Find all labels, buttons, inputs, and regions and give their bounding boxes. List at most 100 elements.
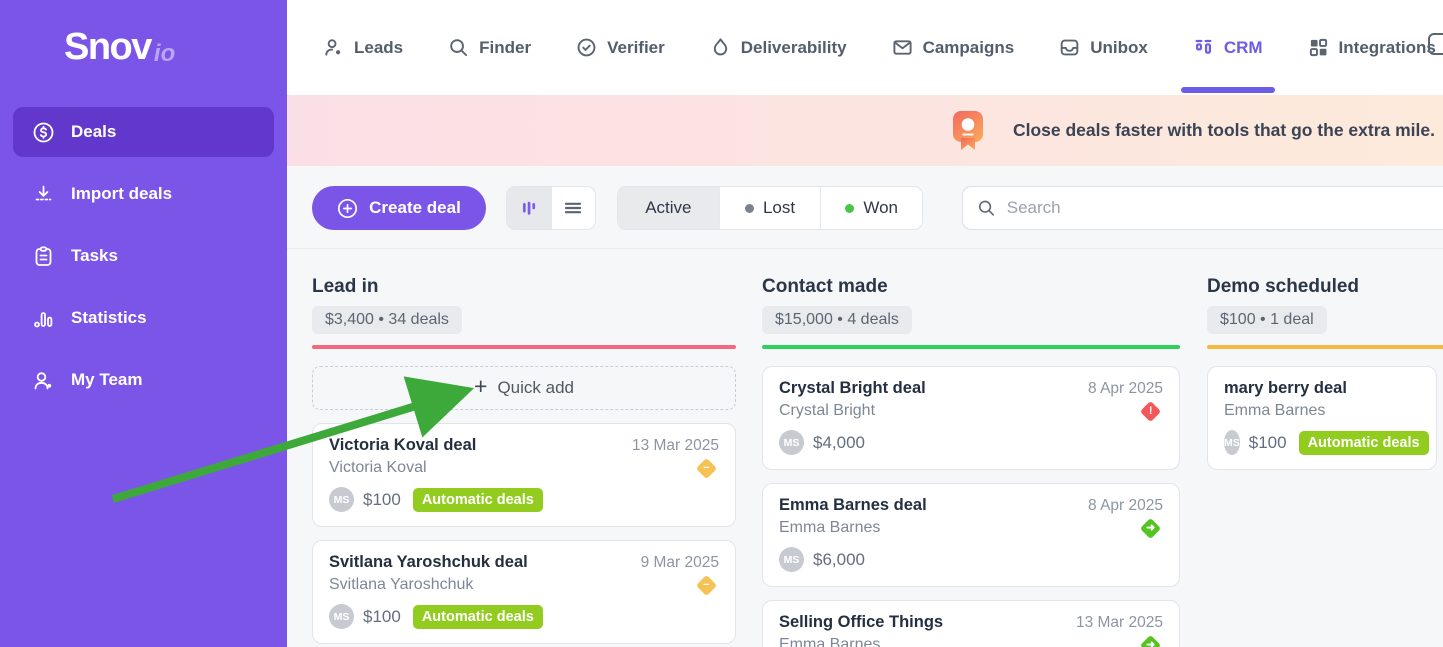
filter-label: Lost (762, 198, 796, 217)
nav-item-leads[interactable]: Leads (323, 0, 403, 95)
nav-item-crm[interactable]: CRM (1180, 0, 1275, 95)
deal-contact: Victoria Koval (329, 459, 427, 476)
column-color-bar (1207, 345, 1443, 349)
nav-item-label: Unibox (1090, 37, 1148, 57)
won-dot-icon (845, 203, 855, 213)
view-toggle (506, 186, 596, 230)
crm-kanban-icon (1195, 39, 1212, 54)
deal-card[interactable]: Selling Office Things 13 Mar 2025 Emma B… (762, 600, 1180, 647)
pipeline-tag: Automatic deals (412, 604, 543, 629)
list-view-icon (565, 202, 582, 214)
sidebar-item-import-deals[interactable]: Import deals (13, 169, 274, 219)
flame-icon (713, 38, 727, 56)
status-warning-icon: − (695, 574, 718, 596)
deal-amount: $100 (1248, 432, 1287, 452)
nav-item-label: Leads (354, 37, 404, 57)
deal-contact: Emma Barnes (779, 636, 881, 647)
column-title: Lead in (312, 276, 379, 297)
inbox-icon (1060, 39, 1079, 56)
plus-circle-icon (338, 198, 358, 218)
sidebar-item-statistics[interactable]: Statistics (13, 293, 274, 343)
search-box (962, 186, 1443, 230)
deal-card[interactable]: Svitlana Yaroshchuk deal 9 Mar 2025 Svit… (312, 540, 736, 644)
search-icon (979, 200, 994, 216)
award-badge-icon (952, 110, 983, 150)
nav-item-label: Finder (479, 37, 532, 57)
nav-item-verifier[interactable]: Verifier (576, 0, 665, 95)
top-bar: Snov io Leads Finder Verifier Deliverabi… (0, 0, 1443, 95)
filter-label: Won (863, 198, 898, 217)
column-summary: $3,400 • 34 deals (312, 306, 462, 334)
sidebar-item-deals[interactable]: Deals (13, 107, 274, 157)
leads-icon (325, 39, 341, 56)
nav-item-unibox[interactable]: Unibox (1059, 0, 1148, 95)
filter-lost[interactable]: Lost (718, 187, 821, 229)
toolbar: Create deal Active Lost (287, 186, 1443, 230)
nav-item-campaigns[interactable]: Campaigns (892, 0, 1014, 95)
grid-icon (1309, 38, 1327, 57)
deal-title: Emma Barnes deal (779, 496, 927, 514)
owner-avatar: MS (779, 430, 804, 455)
nav-overflow-icon[interactable] (1428, 33, 1443, 55)
deal-title: Crystal Bright deal (779, 379, 926, 397)
deal-title: Victoria Koval deal (329, 436, 477, 454)
cards-list: + Quick add Victoria Koval deal 13 Mar 2… (312, 366, 736, 644)
cards-list: Crystal Bright deal 8 Apr 2025 Crystal B… (762, 366, 1180, 647)
deal-title: Selling Office Things (779, 613, 944, 631)
top-navigation: Leads Finder Verifier Deliverability Cam… (287, 0, 1436, 95)
deal-title: mary berry deal (1224, 379, 1347, 397)
kanban-view-icon (522, 201, 535, 215)
deal-date: 13 Mar 2025 (1075, 614, 1163, 631)
deal-card[interactable]: Crystal Bright deal 8 Apr 2025 Crystal B… (762, 366, 1180, 470)
column-contact-made: Contact made $15,000 • 4 deals Crystal B… (762, 276, 1180, 647)
filter-active[interactable]: Active (618, 187, 719, 229)
kanban-view-button[interactable] (507, 187, 551, 229)
pipeline-tag: Automatic deals (1298, 430, 1429, 455)
column-demo-scheduled: Demo scheduled $100 • 1 deal mary berry … (1207, 276, 1443, 470)
deal-contact: Emma Barnes (1224, 402, 1326, 419)
nav-item-finder[interactable]: Finder (448, 0, 531, 95)
sidebar-item-my-team[interactable]: My Team (13, 355, 274, 405)
status-danger-icon: ! (1139, 400, 1162, 422)
status-warning-icon: − (695, 457, 718, 479)
deal-card[interactable]: Emma Barnes deal 8 Apr 2025 Emma Barnes … (762, 483, 1180, 587)
nav-item-integrations[interactable]: Integrations (1308, 0, 1436, 95)
nav-item-label: Integrations (1338, 37, 1436, 57)
deal-date: 9 Mar 2025 (640, 554, 719, 571)
owner-avatar: MS (779, 547, 804, 572)
deal-contact: Crystal Bright (779, 402, 876, 419)
deal-card[interactable]: mary berry deal Emma Barnes MS $100 Auto… (1207, 366, 1437, 470)
brand-logo[interactable]: Snov io (0, 0, 287, 95)
pipeline-tag: Automatic deals (412, 487, 543, 512)
sidebar-item-tasks[interactable]: Tasks (13, 231, 274, 281)
deal-amount: $4,000 (813, 432, 865, 452)
owner-avatar: MS (329, 487, 354, 512)
column-summary: $15,000 • 4 deals (762, 306, 912, 334)
team-icon (34, 371, 52, 389)
plus-icon: + (474, 373, 488, 399)
list-view-button[interactable] (550, 187, 596, 229)
filter-won[interactable]: Won (820, 187, 922, 229)
deal-card[interactable]: Victoria Koval deal 13 Mar 2025 Victoria… (312, 423, 736, 527)
deal-contact: Emma Barnes (779, 519, 881, 536)
check-circle-icon (577, 38, 596, 57)
column-lead-in: Lead in $3,400 • 34 deals + Quick add Vi… (312, 276, 736, 644)
envelope-icon (893, 40, 912, 55)
create-deal-label: Create deal (369, 198, 461, 217)
promo-banner: Close deals faster with tools that go th… (287, 95, 1443, 166)
nav-item-deliverability[interactable]: Deliverability (710, 0, 847, 95)
search-icon (450, 39, 468, 57)
bar-chart-icon (34, 311, 53, 327)
search-input[interactable] (1006, 198, 1443, 218)
deal-amount: $100 (363, 606, 401, 626)
promo-banner-text: Close deals faster with tools that go th… (1012, 120, 1435, 140)
lost-dot-icon (744, 203, 754, 213)
column-color-bar (762, 345, 1180, 349)
create-deal-button[interactable]: Create deal (312, 186, 486, 230)
clipboard-icon (35, 246, 52, 266)
nav-item-label: CRM (1223, 37, 1263, 57)
toolbar-divider (287, 248, 1443, 249)
deal-title: Svitlana Yaroshchuk deal (329, 553, 528, 571)
quick-add-button[interactable]: + Quick add (312, 366, 736, 410)
